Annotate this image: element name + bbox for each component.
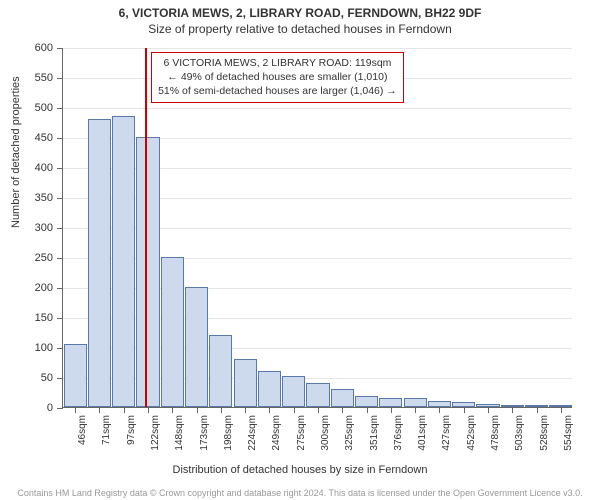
y-tick-label: 50 — [41, 372, 63, 384]
annotation-line: 51% of semi-detached houses are larger (… — [158, 84, 397, 98]
annotation-line: ← 49% of detached houses are smaller (1,… — [158, 70, 397, 84]
y-tick-label: 600 — [35, 42, 63, 54]
histogram-bar — [282, 376, 305, 407]
x-tick-label: 376sqm — [391, 415, 404, 451]
histogram-bar — [112, 116, 135, 407]
x-tick — [172, 407, 173, 413]
x-tick-label: 503sqm — [512, 415, 525, 451]
x-tick-label: 478sqm — [488, 415, 501, 451]
x-tick — [464, 407, 465, 413]
x-tick — [124, 407, 125, 413]
reference-line — [145, 48, 147, 407]
y-tick-label: 400 — [35, 162, 63, 174]
x-tick-label: 173sqm — [197, 415, 210, 451]
x-tick-label: 351sqm — [367, 415, 380, 451]
x-tick-label: 148sqm — [172, 415, 185, 451]
x-tick-label: 224sqm — [245, 415, 258, 451]
x-tick-label: 452sqm — [464, 415, 477, 451]
annotation-line: 6 VICTORIA MEWS, 2 LIBRARY ROAD: 119sqm — [158, 56, 397, 70]
x-tick-label: 71sqm — [99, 415, 112, 445]
y-axis-label: Number of detached properties — [10, 76, 22, 228]
histogram-bar — [209, 335, 232, 407]
x-tick — [221, 407, 222, 413]
x-tick — [148, 407, 149, 413]
x-tick — [342, 407, 343, 413]
x-tick — [318, 407, 319, 413]
x-axis-label: Distribution of detached houses by size … — [0, 464, 600, 476]
y-tick-label: 550 — [35, 72, 63, 84]
y-tick-label: 150 — [35, 312, 63, 324]
x-tick-label: 554sqm — [561, 415, 574, 451]
x-tick — [415, 407, 416, 413]
x-tick — [537, 407, 538, 413]
y-tick-label: 250 — [35, 252, 63, 264]
x-tick — [488, 407, 489, 413]
x-tick — [512, 407, 513, 413]
x-tick — [391, 407, 392, 413]
x-tick — [294, 407, 295, 413]
x-tick — [75, 407, 76, 413]
x-tick-label: 427sqm — [439, 415, 452, 451]
histogram-bar — [161, 257, 184, 407]
x-tick-label: 275sqm — [294, 415, 307, 451]
y-tick-label: 100 — [35, 342, 63, 354]
histogram-bar — [379, 398, 402, 407]
chart-plot-area: 05010015020025030035040045050055060046sq… — [62, 48, 572, 408]
y-tick-label: 0 — [47, 402, 63, 414]
x-tick-label: 198sqm — [221, 415, 234, 451]
annotation-box: 6 VICTORIA MEWS, 2 LIBRARY ROAD: 119sqm←… — [151, 52, 404, 103]
histogram-bar — [88, 119, 111, 407]
histogram-bar — [136, 137, 159, 407]
x-tick-label: 97sqm — [124, 415, 137, 445]
y-tick-label: 500 — [35, 102, 63, 114]
x-tick-label: 325sqm — [342, 415, 355, 451]
histogram-bar — [306, 383, 329, 407]
y-tick-label: 200 — [35, 282, 63, 294]
histogram-bar — [355, 396, 378, 407]
x-tick-label: 122sqm — [148, 415, 161, 451]
x-tick — [561, 407, 562, 413]
chart-title-sub: Size of property relative to detached ho… — [0, 20, 600, 36]
x-tick-label: 46sqm — [75, 415, 88, 445]
gridline — [63, 108, 572, 109]
chart-title-main: 6, VICTORIA MEWS, 2, LIBRARY ROAD, FERND… — [0, 0, 600, 20]
x-tick — [439, 407, 440, 413]
histogram-bar — [234, 359, 257, 407]
y-tick-label: 300 — [35, 222, 63, 234]
plot-region: 05010015020025030035040045050055060046sq… — [62, 48, 572, 408]
x-tick-label: 300sqm — [318, 415, 331, 451]
histogram-bar — [331, 389, 354, 407]
copyright-text: Contains HM Land Registry data © Crown c… — [0, 488, 600, 498]
x-tick — [245, 407, 246, 413]
x-tick-label: 401sqm — [415, 415, 428, 451]
gridline — [63, 48, 572, 49]
x-tick — [99, 407, 100, 413]
histogram-bar — [404, 398, 427, 407]
y-tick-label: 450 — [35, 132, 63, 144]
histogram-bar — [64, 344, 87, 407]
x-tick-label: 528sqm — [537, 415, 550, 451]
x-tick-label: 249sqm — [269, 415, 282, 451]
histogram-bar — [258, 371, 281, 407]
x-tick — [197, 407, 198, 413]
x-tick — [269, 407, 270, 413]
histogram-bar — [185, 287, 208, 407]
x-tick — [367, 407, 368, 413]
y-tick-label: 350 — [35, 192, 63, 204]
